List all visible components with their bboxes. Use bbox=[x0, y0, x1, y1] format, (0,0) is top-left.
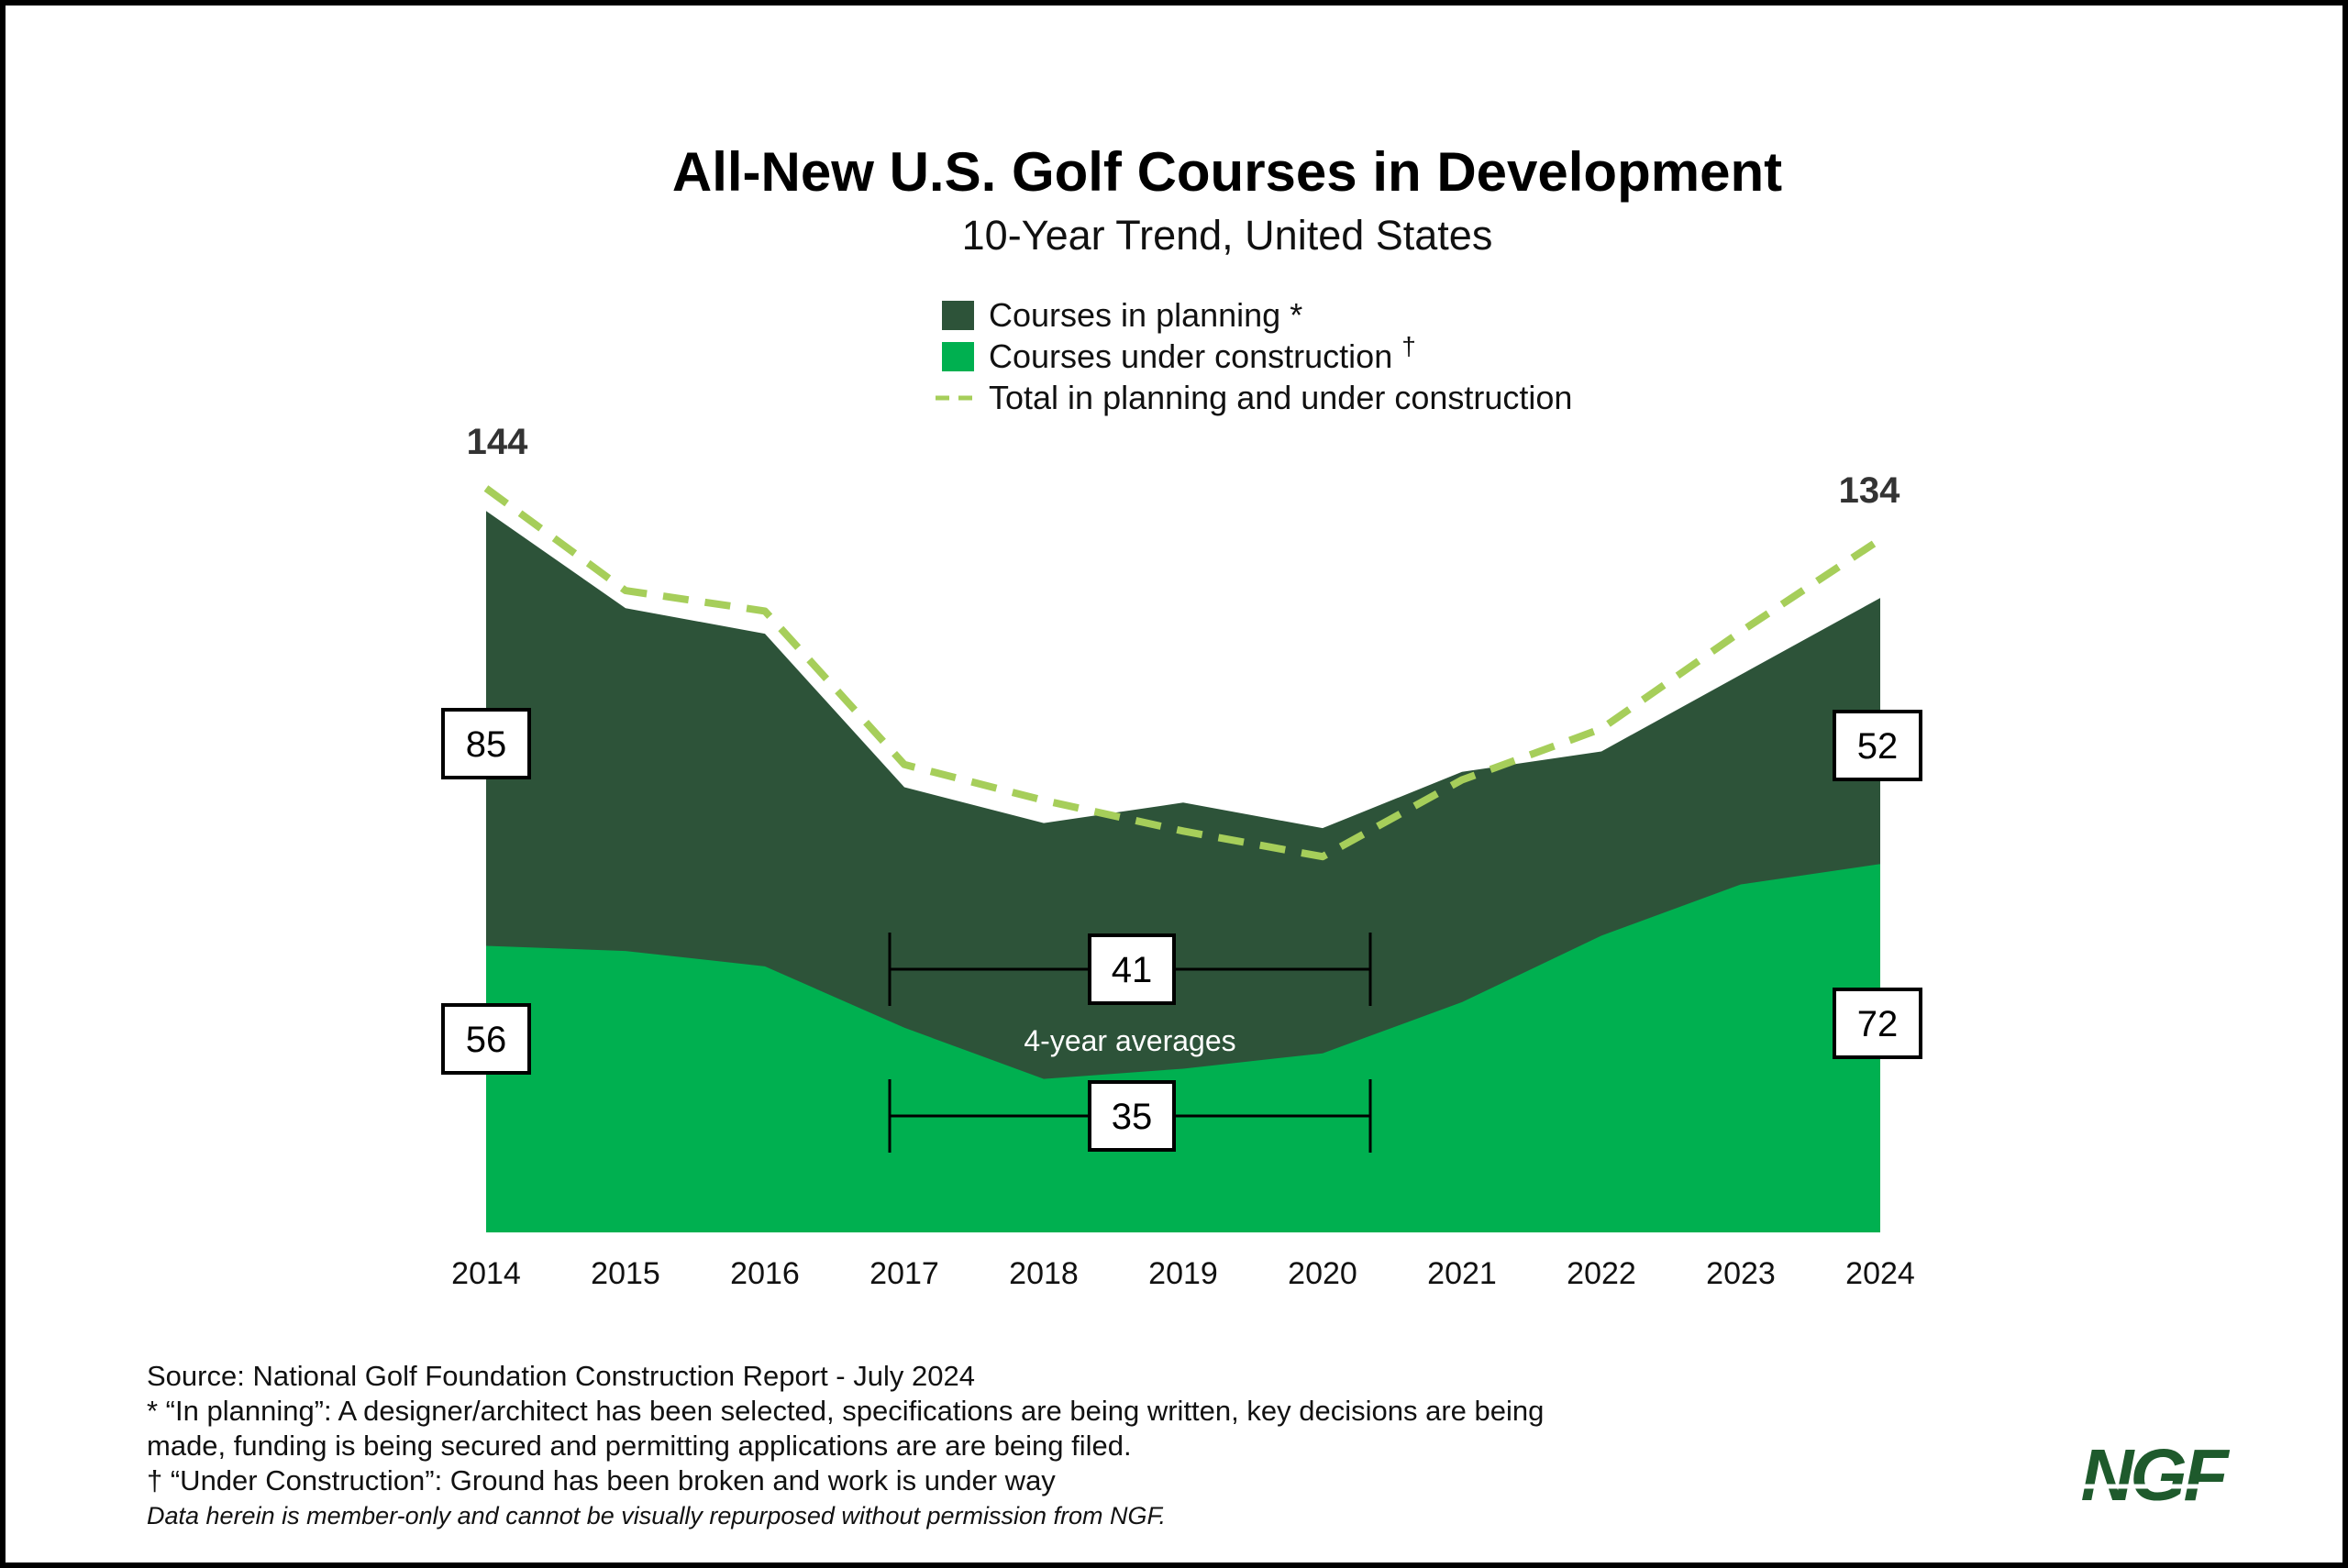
legend-marker-construction: † bbox=[1401, 332, 1416, 360]
construction-note: † “Under Construction”: Ground has been … bbox=[147, 1464, 1056, 1496]
planning-note-line1: * “In planning”: A designer/architect ha… bbox=[147, 1395, 1545, 1427]
label-construction-2014: 56 bbox=[441, 1003, 531, 1075]
plot-area bbox=[483, 485, 1883, 1232]
x-axis: 2014 2015 2016 2017 2018 2019 2020 2021 2022 2023… bbox=[451, 1256, 1915, 1291]
chart-subtitle: 10-Year Trend, United States bbox=[962, 212, 1493, 259]
average-construction: 35 bbox=[888, 1079, 1372, 1153]
total-label-end: 134 bbox=[1839, 470, 1900, 511]
average-planning-box bbox=[1088, 933, 1176, 1005]
x-tick-label: 2020 bbox=[1288, 1256, 1357, 1291]
legend-swatch-planning bbox=[942, 301, 974, 330]
average-construction-box bbox=[1088, 1080, 1176, 1152]
x-tick-label: 2014 bbox=[451, 1256, 521, 1291]
value-labels: 144 134 85 52 56 72 41 35 4-year averages bbox=[441, 422, 1922, 1153]
label-planning-2024-text: 52 bbox=[1857, 726, 1899, 767]
legend: Courses in planning * Courses under cons… bbox=[936, 296, 1572, 416]
x-tick-label: 2019 bbox=[1148, 1256, 1218, 1291]
disclaimer-note: Data herein is member-only and cannot be… bbox=[147, 1502, 1167, 1529]
label-planning-2024-box bbox=[1833, 710, 1922, 781]
legend-swatch-construction bbox=[942, 342, 974, 371]
average-planning: 41 bbox=[888, 933, 1372, 1006]
legend-label-construction-name: Courses under construction bbox=[989, 337, 1392, 375]
x-tick-label: 2018 bbox=[1009, 1256, 1079, 1291]
x-tick-label: 2015 bbox=[591, 1256, 660, 1291]
x-tick-label: 2022 bbox=[1567, 1256, 1636, 1291]
x-tick-label: 2017 bbox=[869, 1256, 939, 1291]
label-construction-2014-text: 56 bbox=[466, 1020, 507, 1060]
legend-label-planning-name: Courses in planning bbox=[989, 296, 1280, 334]
label-planning-2014-box bbox=[441, 708, 531, 779]
label-planning-2014: 85 bbox=[441, 708, 531, 779]
source-note: Source: National Golf Foundation Constru… bbox=[147, 1360, 975, 1392]
ngf-logo: NGF bbox=[2069, 1434, 2242, 1516]
label-construction-2014-box bbox=[441, 1003, 531, 1075]
average-construction-text: 35 bbox=[1112, 1097, 1153, 1137]
average-planning-text: 41 bbox=[1112, 950, 1153, 990]
total-label-start: 144 bbox=[467, 422, 528, 462]
x-tick-label: 2024 bbox=[1845, 1256, 1915, 1291]
legend-marker-planning: * bbox=[1290, 296, 1302, 334]
x-tick-label: 2023 bbox=[1706, 1256, 1776, 1291]
x-tick-label: 2021 bbox=[1427, 1256, 1497, 1291]
label-planning-2014-text: 85 bbox=[466, 724, 507, 765]
legend-label-total: Total in planning and under construction bbox=[989, 379, 1572, 416]
label-construction-2024-text: 72 bbox=[1857, 1004, 1899, 1044]
x-tick-label: 2016 bbox=[730, 1256, 800, 1291]
chart-title: All-New U.S. Golf Courses in Development bbox=[672, 141, 1782, 203]
legend-label-planning: Courses in planning * bbox=[989, 296, 1302, 334]
label-construction-2024-box bbox=[1833, 988, 1922, 1059]
line-total bbox=[483, 485, 1883, 861]
footnotes: Source: National Golf Foundation Constru… bbox=[147, 1359, 1798, 1533]
legend-label-construction: Courses under construction † bbox=[989, 332, 1416, 375]
area-courses-under-construction bbox=[486, 864, 1880, 1232]
planning-note-line2: made, funding is being secured and permi… bbox=[147, 1430, 1132, 1462]
averages-note: 4-year averages bbox=[1024, 1024, 1235, 1057]
label-construction-2024: 72 bbox=[1833, 988, 1922, 1059]
label-planning-2024: 52 bbox=[1833, 710, 1922, 781]
logo-text: NGF bbox=[2081, 1434, 2231, 1516]
